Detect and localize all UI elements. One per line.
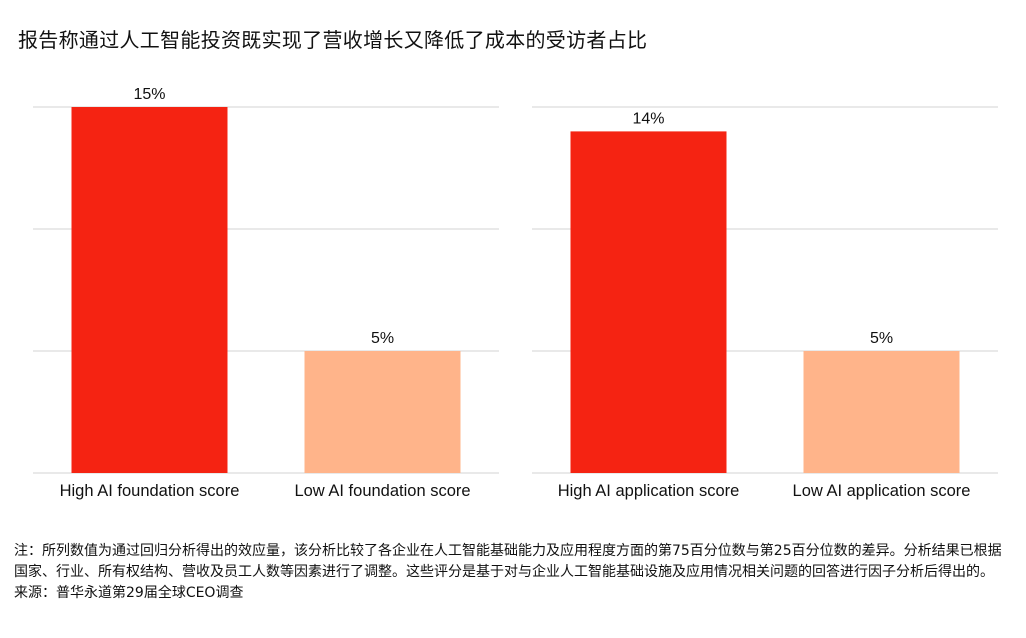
data-label: 15%: [133, 86, 165, 103]
note-text: 注：所列数值为通过回归分析得出的效应量，该分析比较了各企业在人工智能基础能力及应…: [14, 543, 1002, 580]
category-label: Low AI application score: [793, 482, 971, 500]
data-label: 5%: [870, 330, 893, 347]
category-label: High AI foundation score: [60, 482, 240, 500]
footnotes: 注：所列数值为通过回归分析得出的效应量，该分析比较了各企业在人工智能基础能力及应…: [14, 541, 1004, 604]
bar: [570, 131, 727, 473]
category-label: High AI application score: [558, 482, 740, 500]
chart-title: 报告称通过人工智能投资既实现了营收增长又降低了成本的受访者占比: [18, 28, 648, 52]
data-label: 14%: [632, 110, 664, 127]
data-label: 5%: [371, 330, 394, 347]
bar: [304, 351, 461, 473]
bar: [803, 351, 960, 473]
category-label: Low AI foundation score: [294, 482, 470, 500]
source-text: 来源：普华永道第29届全球CEO调查: [14, 585, 244, 601]
bar: [71, 107, 228, 473]
